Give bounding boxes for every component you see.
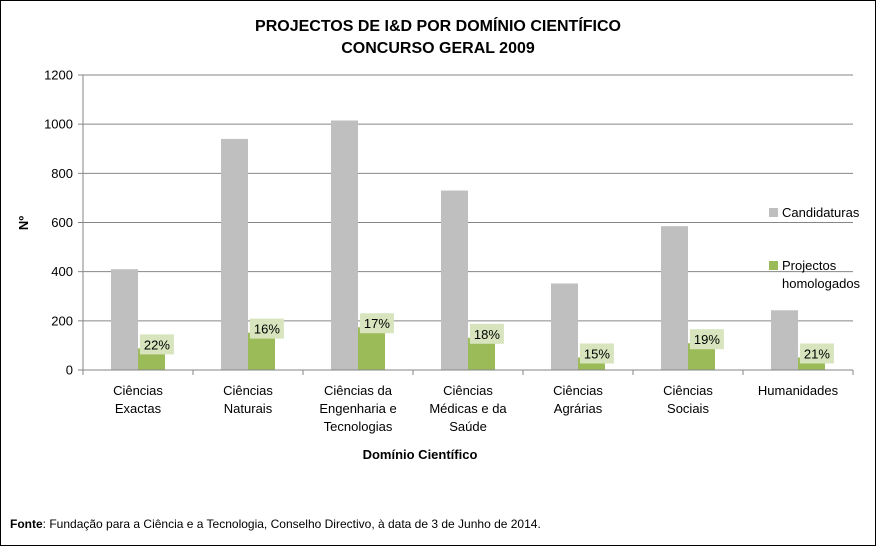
category-label-4-1: Agrárias	[554, 401, 603, 416]
bar-candidaturas-5	[661, 226, 688, 370]
bar-candidaturas-6	[771, 310, 798, 370]
category-label-1-0: Ciências	[223, 383, 273, 398]
data-label-bg-5	[689, 329, 724, 350]
data-label-bg-1	[249, 318, 284, 339]
legend-swatch-1	[769, 261, 778, 270]
footnote: Fonte: Fundação para a Ciência e a Tecno…	[10, 517, 541, 531]
data-label-bg-4	[579, 343, 614, 364]
data-label-6: 21%	[804, 346, 830, 361]
category-label-1-1: Naturais	[224, 401, 273, 416]
bar-homologados-1	[248, 332, 275, 370]
data-label-5: 19%	[694, 332, 720, 347]
bar-candidaturas-3	[441, 190, 468, 370]
x-axis-title: Domínio Científico	[363, 447, 478, 462]
bar-candidaturas-0	[111, 269, 138, 370]
data-label-bg-6	[799, 343, 834, 364]
legend-label-1-0: Projectos	[782, 258, 837, 273]
data-label-bg-2	[359, 313, 394, 334]
category-label-3-1: Médicas e da	[429, 401, 507, 416]
y-tick-label-6: 1200	[44, 68, 73, 83]
y-tick-label-5: 1000	[44, 117, 73, 132]
footnote-label: Fonte	[10, 517, 43, 531]
y-tick-label-1: 200	[51, 313, 73, 328]
category-label-0-0: Ciências	[113, 383, 163, 398]
category-label-5-0: Ciências	[663, 383, 713, 398]
bar-candidaturas-4	[551, 283, 578, 370]
category-label-3-2: Saúde	[449, 419, 487, 434]
category-label-2-0: Ciências da	[324, 383, 393, 398]
category-label-2-1: Engenharia e	[319, 401, 396, 416]
legend-label-0-0: Candidaturas	[782, 205, 860, 220]
chart-title-line-0: PROJECTOS DE I&D POR DOMÍNIO CIENTÍFICO	[255, 16, 621, 35]
legend-swatch-0	[769, 208, 778, 217]
category-label-4-0: Ciências	[553, 383, 603, 398]
footnote-text: : Fundação para a Ciência e a Tecnologia…	[42, 517, 541, 531]
bar-homologados-2	[358, 327, 385, 370]
data-label-bg-0	[139, 334, 174, 355]
category-label-0-1: Exactas	[115, 401, 162, 416]
category-label-5-1: Sociais	[667, 401, 709, 416]
data-label-3: 18%	[474, 327, 500, 342]
bar-candidaturas-1	[221, 138, 248, 370]
data-label-bg-3	[469, 323, 504, 344]
y-axis-title: Nº	[16, 216, 31, 230]
legend-label-1-1: homologados	[782, 276, 861, 291]
category-label-2-2: Tecnologias	[324, 419, 393, 434]
data-label-0: 22%	[144, 337, 170, 352]
data-label-2: 17%	[364, 316, 390, 331]
category-label-6-0: Humanidades	[758, 383, 839, 398]
bar-candidaturas-2	[331, 120, 358, 371]
y-tick-label-0: 0	[66, 363, 73, 378]
y-tick-label-3: 600	[51, 215, 73, 230]
data-label-4: 15%	[584, 346, 610, 361]
data-label-1: 16%	[254, 322, 280, 337]
y-tick-label-4: 800	[51, 166, 73, 181]
category-label-3-0: Ciências	[443, 383, 493, 398]
chart-title-line-1: CONCURSO GERAL 2009	[341, 40, 535, 57]
y-tick-label-2: 400	[51, 264, 73, 279]
